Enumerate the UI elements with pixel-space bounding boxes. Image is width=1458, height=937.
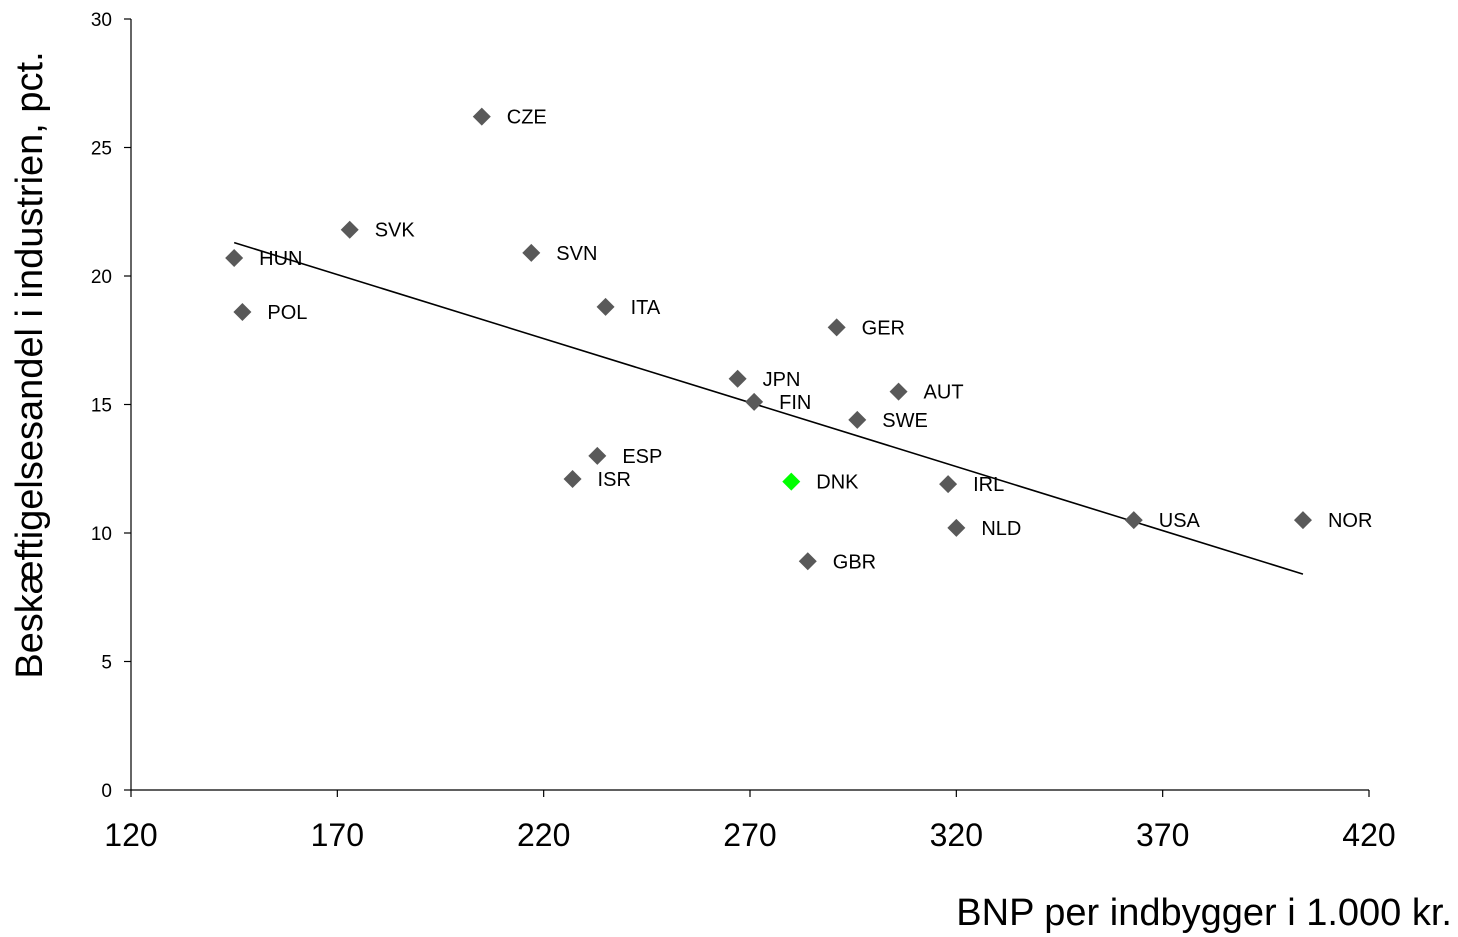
point-label-svk: SVK — [375, 220, 416, 242]
data-point-pol — [233, 302, 252, 321]
x-tick-label: 120 — [104, 817, 157, 853]
data-point-fin — [745, 392, 764, 411]
point-label-hun: HUN — [259, 248, 302, 270]
data-point-svn — [522, 243, 541, 262]
point-label-jpn: JPN — [763, 369, 801, 391]
data-point-jpn — [728, 369, 747, 388]
y-tick-label: 25 — [91, 139, 112, 160]
point-label-gbr: GBR — [833, 551, 876, 573]
data-point-usa — [1124, 511, 1143, 530]
data-point-nor — [1293, 511, 1312, 530]
point-label-usa: USA — [1159, 510, 1201, 532]
point-label-esp: ESP — [622, 446, 662, 468]
y-tick-label: 5 — [101, 653, 112, 674]
data-points-layer — [225, 107, 1312, 571]
y-tick-label: 0 — [101, 781, 112, 802]
data-point-cze — [472, 107, 491, 126]
point-label-cze: CZE — [507, 107, 547, 129]
y-tick-label: 15 — [91, 396, 112, 417]
point-label-isr: ISR — [598, 469, 631, 491]
point-label-nld: NLD — [981, 518, 1021, 540]
data-point-gbr — [798, 552, 817, 571]
data-point-swe — [848, 410, 867, 429]
point-label-ita: ITA — [631, 297, 661, 319]
data-point-ger — [827, 318, 846, 337]
data-point-dnk — [782, 472, 801, 491]
point-label-nor: NOR — [1328, 510, 1372, 532]
x-tick-label: 170 — [311, 817, 364, 853]
data-point-isr — [563, 470, 582, 489]
point-label-svn: SVN — [556, 243, 597, 265]
x-axis-title: BNP per indbygger i 1.000 kr. — [956, 892, 1452, 934]
point-label-fin: FIN — [779, 392, 811, 414]
x-tick-label: 370 — [1136, 817, 1189, 853]
data-point-hun — [225, 249, 244, 268]
data-point-aut — [889, 382, 908, 401]
point-label-ger: GER — [862, 317, 905, 339]
data-point-esp — [588, 446, 607, 465]
point-label-pol: POL — [267, 302, 307, 324]
point-label-dnk: DNK — [816, 472, 859, 494]
data-point-irl — [939, 475, 958, 494]
point-label-aut: AUT — [924, 382, 964, 404]
y-tick-label: 30 — [91, 10, 112, 31]
trendline — [233, 241, 1304, 575]
data-point-svk — [340, 220, 359, 239]
x-tick-label: 270 — [723, 817, 776, 853]
y-axis-title: Beskæftigelsesandel i industrien, pct. — [9, 51, 51, 678]
x-tick-label: 220 — [517, 817, 570, 853]
y-tick-label: 10 — [91, 524, 112, 545]
y-tick-label: 20 — [91, 267, 112, 288]
data-point-nld — [947, 518, 966, 537]
x-tick-label: 420 — [1342, 817, 1395, 853]
x-tick-label: 320 — [930, 817, 983, 853]
axes-layer: 0 5 10 15 20 25 30 120 170 220 270 320 370 420 — [91, 10, 1396, 853]
point-label-irl: IRL — [973, 474, 1004, 496]
point-label-swe: SWE — [882, 410, 928, 432]
trendline-layer — [233, 241, 1304, 575]
data-point-ita — [596, 297, 615, 316]
